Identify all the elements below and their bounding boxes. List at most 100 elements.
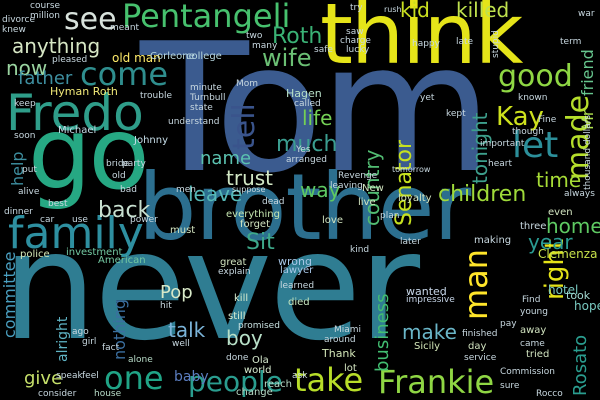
word-pop: Pop [160, 282, 193, 303]
word-loyalty: loyalty [398, 193, 432, 204]
word-old: old [112, 171, 126, 181]
word-alright: alright [55, 316, 71, 362]
word-family: family [8, 208, 144, 259]
word-making: making [474, 235, 512, 246]
word-one: one [104, 359, 164, 397]
word-soon: soon [14, 131, 36, 141]
word-frankie: Frankie [378, 363, 495, 400]
word-give: give [24, 368, 63, 389]
word-friend: friend [578, 49, 597, 96]
word-arranged: arranged [286, 155, 327, 165]
word-house: house [94, 389, 122, 399]
word-men: men [176, 185, 197, 195]
word-lawyer: lawyer [280, 265, 314, 276]
word-power: power [130, 215, 158, 225]
word-good: good [498, 59, 573, 94]
word-learned: learned [280, 281, 315, 291]
word-mom: Mom [236, 79, 259, 89]
word-minute: minute [190, 83, 222, 93]
word-knew: knew [2, 25, 26, 35]
word-bad: bad [120, 185, 137, 195]
word-war: war [578, 9, 595, 19]
word-consider: consider [38, 389, 77, 399]
word-new: New [362, 183, 384, 194]
word-people: people [188, 365, 283, 398]
word-trust: trust [226, 166, 274, 190]
word-ola: Ola [252, 355, 269, 366]
word-best: best [48, 199, 68, 209]
word-charge: charge [340, 36, 371, 46]
word-three: three [520, 221, 547, 232]
word-time: time [536, 168, 582, 192]
word-finished: finished [462, 329, 498, 339]
word-old-man: old man [112, 51, 161, 65]
word-boy: boy [226, 326, 263, 350]
word-try: try [350, 3, 363, 13]
word-done: done [226, 353, 249, 363]
word-young: young [520, 307, 548, 317]
word-tried: tried [526, 349, 550, 360]
word-day: day [468, 341, 487, 352]
word-kid: kid [400, 0, 430, 22]
word-home: home [546, 214, 600, 238]
word-find: Find [522, 295, 541, 305]
word-ask: ask [292, 371, 308, 381]
word-sicily: Sicily [414, 341, 441, 352]
word-put: put [22, 165, 37, 175]
word-alive: alive [18, 187, 40, 197]
word-go: go [28, 95, 150, 212]
word-year: year [528, 230, 573, 254]
word-miami: Miami [334, 325, 362, 335]
word-thank: Thank [322, 347, 356, 360]
word-wanted: wanted [406, 285, 447, 298]
word-come: come [80, 55, 169, 93]
word-committee: committee [0, 251, 19, 338]
word-always: always [564, 189, 595, 199]
word-girl: girl [82, 337, 97, 347]
word-use: use [72, 215, 88, 225]
word-much: much [276, 132, 338, 157]
word-brother: brother [138, 154, 471, 261]
word-investment: investment [66, 247, 123, 258]
word-commission: Commission [500, 367, 555, 377]
word-promised: promised [238, 321, 280, 331]
word-though: though [512, 127, 544, 137]
word-let: let [512, 125, 559, 166]
word-heart: heart [488, 159, 512, 169]
word-clemenza: Clemenza [538, 247, 598, 261]
word-took: took [566, 289, 591, 302]
word-plan: plan [380, 211, 400, 221]
word-thousand-dollars: thousand dollars [583, 114, 593, 190]
word-leave: leave [188, 182, 243, 206]
word-trouble: trouble [140, 91, 172, 101]
word-wife: wife [262, 44, 312, 72]
word-around: around [324, 335, 356, 345]
word-pleased: pleased [52, 55, 88, 65]
word-father: father [18, 68, 73, 89]
word-kept: kept [446, 109, 466, 119]
word-explain: explain [218, 267, 251, 277]
word-state: state [190, 103, 213, 113]
word-kill: kill [234, 293, 249, 304]
word-later: later [400, 237, 421, 247]
word-safe: safe [314, 45, 333, 55]
word-change: change [236, 387, 273, 398]
word-service: service [464, 353, 497, 363]
word-reach: reach [264, 379, 293, 390]
word-kind: kind [350, 245, 370, 255]
word-children: children [438, 182, 527, 207]
word-away: away [520, 325, 547, 336]
word-keep: keep [14, 99, 36, 109]
word-dead: dead [262, 197, 285, 207]
word-car: car [40, 215, 55, 225]
word-great: great [220, 257, 247, 268]
word-back: back [98, 198, 151, 223]
word-ago: ago [72, 327, 89, 337]
word-corleone: Corleone [150, 51, 195, 62]
word-term: term [560, 37, 582, 47]
word-now: now [6, 56, 48, 80]
word-never: never [2, 200, 420, 374]
word-yes: Yes [296, 145, 311, 155]
word-speak: speak [56, 371, 83, 381]
word-well: well [172, 339, 190, 349]
